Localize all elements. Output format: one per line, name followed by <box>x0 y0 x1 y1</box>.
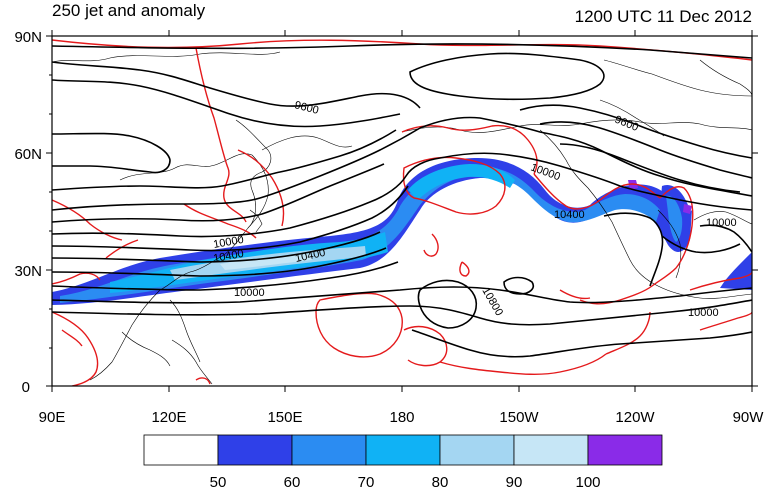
contour-label: 10000 <box>706 217 737 229</box>
lat-label-0: 0 <box>22 379 30 396</box>
jet-shading <box>52 158 752 305</box>
lon-label-120e: 120E <box>151 409 186 426</box>
colorbar-swatch <box>587 434 663 466</box>
colorbar-swatch <box>291 434 367 466</box>
height-contours <box>52 43 752 358</box>
colorbar-label: 70 <box>358 474 375 488</box>
contour-label: 10000 <box>212 234 244 251</box>
lat-label-90n: 90N <box>14 29 42 46</box>
colorbar-label: 80 <box>432 474 449 488</box>
contour-label: 10400 <box>212 248 244 265</box>
colorbar: 50 60 70 80 90 100 <box>143 434 663 488</box>
contour-label: 9600 <box>293 99 320 117</box>
lat-axis <box>46 35 758 387</box>
lon-label-90e: 90E <box>39 409 66 426</box>
contour-label: 10400 <box>554 209 585 221</box>
colorbar-label: 100 <box>575 474 600 488</box>
map-area: 9600 9600 10000 10000 10400 10400 10400 … <box>52 36 752 386</box>
colorbar-label: 90 <box>506 474 523 488</box>
lon-label-150e: 150E <box>267 409 302 426</box>
colorbar-swatch <box>217 434 293 466</box>
contour-label: 10000 <box>234 287 265 299</box>
lat-label-60n: 60N <box>14 146 42 163</box>
lon-label-90w: 90W <box>733 409 765 426</box>
lon-axis <box>51 30 753 392</box>
colorbar-swatch <box>439 434 515 466</box>
lon-label-150w: 150W <box>499 409 539 426</box>
colorbar-label: 50 <box>210 474 227 488</box>
colorbar-swatch <box>513 434 589 466</box>
colorbar-swatch <box>143 434 219 466</box>
colorbar-label: 60 <box>284 474 301 488</box>
contour-label: 10000 <box>688 307 719 319</box>
title-right: 1200 UTC 11 Dec 2012 <box>575 7 752 26</box>
lon-label-120w: 120W <box>615 409 655 426</box>
title-left: 250 jet and anomaly <box>52 1 206 20</box>
lat-label-30n: 30N <box>14 263 42 280</box>
lon-label-180: 180 <box>389 409 414 426</box>
colorbar-swatch <box>365 434 441 466</box>
